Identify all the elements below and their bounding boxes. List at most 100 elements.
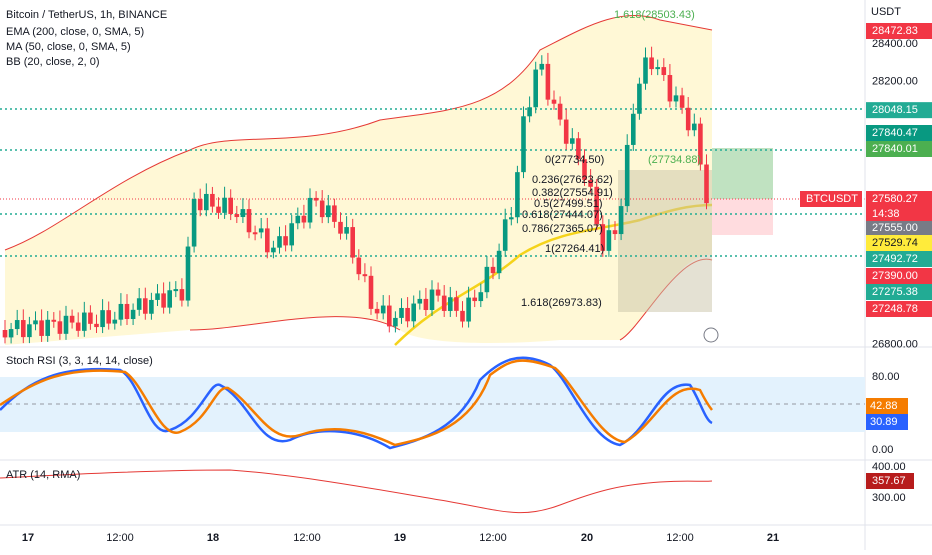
stoch-d [0,359,713,447]
price-label: 28200.00 [872,76,918,88]
candle-body [69,315,75,323]
bollinger-upper [4,15,713,251]
candle-body [472,297,477,302]
price-label: 27840.01 [872,143,918,155]
candle-body [698,123,703,165]
candle-body [667,75,673,102]
countdown: 14:38 [872,208,900,220]
candle-body [161,293,166,308]
candle-body [283,236,288,246]
candle-body [393,317,398,327]
candle-body [21,320,26,338]
price-label: 27390.00 [872,270,918,282]
candle-body [362,274,368,277]
fib-label: 1.618(26973.83) [521,297,602,309]
fib-label: 0(27734.50) [545,154,604,166]
candle-body [429,289,435,311]
alert-icon[interactable] [703,327,719,343]
candle-body [380,305,386,314]
candle-body [2,330,8,338]
candle-body [173,289,179,292]
pane-title: ATR (14, RMA) [6,469,80,481]
candle-body [143,298,148,314]
candle-body [45,319,50,336]
fib-label: (27734.88) [648,154,701,166]
price-label-bg [866,284,932,300]
stop-zone [712,199,773,235]
candle-body [124,303,130,320]
price-label: 26800.00 [872,339,918,351]
candle-body [136,298,142,310]
rsi-tick: 80.00 [872,371,900,383]
candle-body [204,193,209,211]
price-label-bg [866,301,932,317]
price-label-bg [866,220,932,236]
time-label: 12:00 [106,532,134,544]
candle-body [374,308,380,314]
price-label-bg [866,23,932,39]
axis-unit: USDT [871,6,901,18]
candle-body [496,250,502,274]
candle-body [332,205,337,222]
candle-body [435,289,441,296]
price-label-bg [866,125,932,141]
candle-body [356,257,362,275]
price-label: 27580.27 [872,193,918,205]
candle-body [448,297,453,311]
price-label: 27840.47 [872,127,918,139]
indicator-label: MA (50, close, 0, SMA, 5) [6,41,131,53]
candle-body [441,295,447,311]
candle-body [539,63,545,70]
time-label: 19 [394,532,406,544]
price-label: 27275.38 [872,286,918,298]
price-label: 27492.72 [872,253,918,265]
candle-body [618,206,624,235]
candle-body [387,305,392,327]
candle-body [594,186,599,225]
atr-line [0,469,713,514]
indicator-label: BB (20, close, 2, 0) [6,56,100,68]
atr-tick: 300.00 [872,492,906,504]
fib-box [618,170,712,312]
candle-body [637,83,642,114]
candle-body [460,310,465,322]
candle-body [295,215,301,224]
candle-body [685,107,691,131]
candle-body [155,293,160,300]
candle-body [319,200,325,218]
candle-body [100,310,105,328]
candle-body [63,315,69,334]
rsi-label: 30.89 [870,416,898,428]
candle-body [679,95,685,108]
candle-body [643,57,648,84]
candle-body [606,230,612,251]
candle-body [191,198,197,247]
symbol-title: Bitcoin / TetherUS, 1h, BINANCE [6,9,167,21]
candle-body [600,224,606,251]
candle-body [563,119,569,144]
candle-body [75,322,81,331]
candle-body [533,69,538,108]
time-label: 12:00 [293,532,321,544]
rsi-label-bg [866,414,908,430]
atr-label: 357.67 [872,475,906,487]
candle-body [33,320,38,325]
candle-body [228,197,233,215]
candle-body [8,329,14,338]
candle-body [88,312,93,324]
price-label: 27529.74 [872,237,918,249]
candle-body [301,215,307,223]
fib-label: 0.786(27365.07) [522,223,603,235]
candle-body [185,246,191,301]
candle-body [484,266,490,293]
candle-body [490,266,496,274]
candle-body [234,214,240,218]
candle-body [149,299,154,314]
candle-body [27,324,32,338]
fib-label: 0.5(27499.51) [534,198,603,210]
fib-label: 0.382(27554.91) [532,187,613,199]
candle-body [582,159,587,180]
candle-body [51,319,57,322]
fib-label: 0.618(27444.07) [522,209,603,221]
